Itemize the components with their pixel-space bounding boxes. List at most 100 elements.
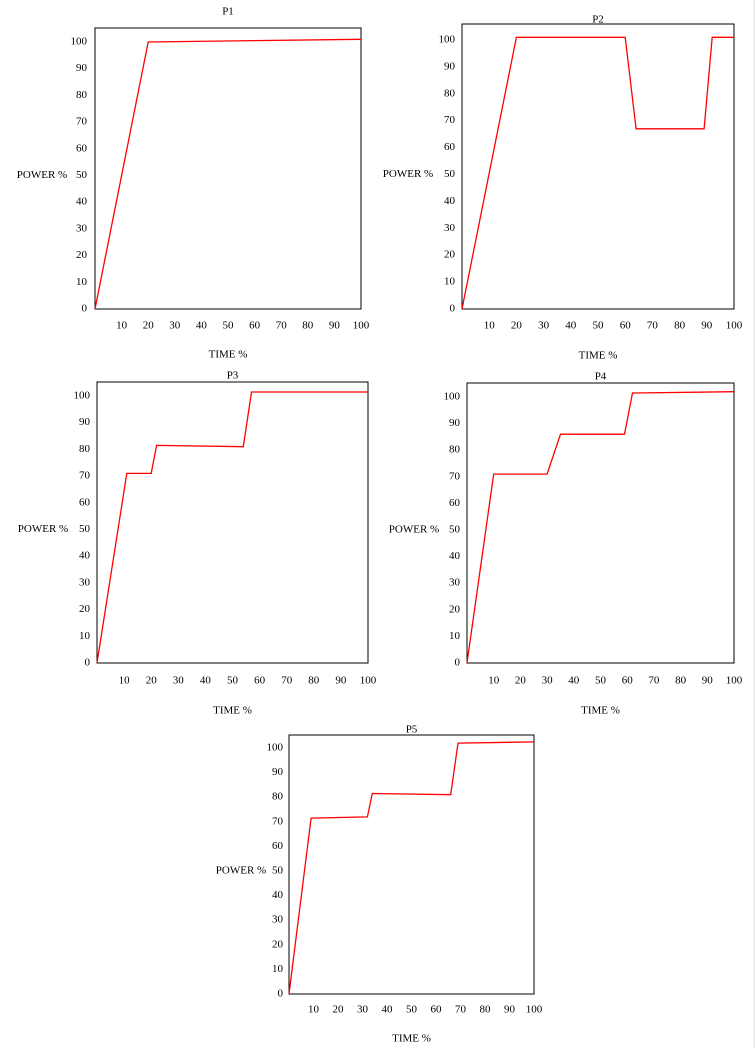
chart-5-ytick-30: 30 xyxy=(272,914,284,926)
chart-3-ytick-70: 70 xyxy=(79,470,91,482)
chart-4-ytick-90: 90 xyxy=(449,417,461,429)
chart-3-ytick-20: 20 xyxy=(79,603,91,615)
chart-3-xtick-60: 60 xyxy=(254,675,266,687)
chart-4-ytick-60: 60 xyxy=(449,497,461,509)
chart-1-xtick-100: 100 xyxy=(353,320,370,332)
chart-4-ytick-20: 20 xyxy=(449,603,461,615)
chart-5-ylabel: POWER % xyxy=(216,865,266,877)
chart-2-xtick-100: 100 xyxy=(726,320,743,332)
chart-5-ytick-100: 100 xyxy=(267,742,284,754)
chart-1-ytick-100: 100 xyxy=(71,36,88,48)
chart-4-ytick-0: 0 xyxy=(455,657,461,669)
chart-1-series-line xyxy=(94,38,362,310)
chart-4-frame xyxy=(466,382,735,664)
chart-4-xtick-20: 20 xyxy=(515,675,527,687)
chart-5-ytick-10: 10 xyxy=(272,963,284,975)
chart-2-ytick-90: 90 xyxy=(444,60,456,72)
chart-2-ytick-100: 100 xyxy=(439,34,456,46)
chart-1-ytick-70: 70 xyxy=(76,116,88,128)
chart-5-xtick-70: 70 xyxy=(455,1004,467,1016)
chart-1-ytick-0: 0 xyxy=(82,303,88,315)
chart-2-ytick-80: 80 xyxy=(444,87,456,99)
chart-2-ylabel: POWER % xyxy=(383,168,433,180)
chart-1-ytick-30: 30 xyxy=(76,222,88,234)
chart-5-xtick-90: 90 xyxy=(504,1004,516,1016)
chart-3-xtick-20: 20 xyxy=(146,675,158,687)
chart-5-xtick-100: 100 xyxy=(526,1004,543,1016)
chart-3-ytick-100: 100 xyxy=(74,390,91,402)
chart-1-xlabel: TIME % xyxy=(209,349,248,361)
chart-1-title: P1 xyxy=(222,6,234,18)
chart-1-xtick-50: 50 xyxy=(223,320,235,332)
chart-2-xtick-60: 60 xyxy=(620,320,632,332)
chart-3-ytick-80: 80 xyxy=(79,443,91,455)
chart-2-xtick-40: 40 xyxy=(565,320,577,332)
chart-5-xtick-20: 20 xyxy=(333,1004,345,1016)
chart-4-xtick-60: 60 xyxy=(622,675,634,687)
chart-5-xtick-40: 40 xyxy=(382,1004,394,1016)
chart-1-xtick-10: 10 xyxy=(116,320,128,332)
chart-3-xtick-40: 40 xyxy=(200,675,212,687)
chart-2-xlabel: TIME % xyxy=(579,350,618,362)
chart-3-xtick-70: 70 xyxy=(281,675,293,687)
chart-2-xtick-20: 20 xyxy=(511,320,523,332)
chart-3-xtick-100: 100 xyxy=(360,675,377,687)
chart-1-xtick-80: 80 xyxy=(302,320,314,332)
chart-3-ytick-90: 90 xyxy=(79,416,91,428)
chart-4-ytick-10: 10 xyxy=(449,630,461,642)
chart-3-xtick-10: 10 xyxy=(119,675,131,687)
chart-2-xtick-30: 30 xyxy=(538,320,550,332)
chart-5-ytick-40: 40 xyxy=(272,889,284,901)
chart-1-ytick-90: 90 xyxy=(76,62,88,74)
chart-2-ytick-0: 0 xyxy=(450,303,456,315)
chart-4-ytick-30: 30 xyxy=(449,577,461,589)
chart-3-ytick-50: 50 xyxy=(79,523,91,535)
chart-3-ytick-60: 60 xyxy=(79,496,91,508)
chart-2-ytick-40: 40 xyxy=(444,195,456,207)
chart-2-xtick-70: 70 xyxy=(647,320,659,332)
chart-3-frame xyxy=(96,381,369,664)
chart-5-xtick-50: 50 xyxy=(406,1004,418,1016)
chart-5-ytick-80: 80 xyxy=(272,791,284,803)
chart-4-ylabel: POWER % xyxy=(389,524,439,536)
chart-2-xtick-50: 50 xyxy=(593,320,605,332)
chart-5-series-line xyxy=(288,741,535,995)
chart-1-xtick-60: 60 xyxy=(249,320,261,332)
chart-4-ytick-50: 50 xyxy=(449,524,461,536)
chart-5-ytick-50: 50 xyxy=(272,865,284,877)
chart-5-xtick-60: 60 xyxy=(431,1004,443,1016)
chart-4-series-line xyxy=(466,391,735,664)
chart-1-xtick-20: 20 xyxy=(143,320,155,332)
chart-1-ytick-20: 20 xyxy=(76,249,88,261)
chart-2-xtick-10: 10 xyxy=(484,320,496,332)
chart-1-ytick-60: 60 xyxy=(76,142,88,154)
chart-3-title: P3 xyxy=(227,370,239,382)
chart-4-ytick-40: 40 xyxy=(449,550,461,562)
chart-3-ylabel: POWER % xyxy=(18,523,68,535)
chart-3-ytick-10: 10 xyxy=(79,630,91,642)
chart-4-xlabel: TIME % xyxy=(581,705,620,717)
chart-2-series-line xyxy=(461,36,734,310)
chart-3-xtick-50: 50 xyxy=(227,675,239,687)
chart-3-ytick-40: 40 xyxy=(79,550,91,562)
chart-2-frame xyxy=(461,23,735,310)
chart-3-xtick-30: 30 xyxy=(173,675,185,687)
chart-3-series-line xyxy=(96,391,368,664)
chart-4-xtick-70: 70 xyxy=(648,675,660,687)
chart-1-ylabel: POWER % xyxy=(17,169,67,181)
chart-1-frame xyxy=(94,27,362,310)
chart-2-xtick-90: 90 xyxy=(701,320,713,332)
chart-1-xtick-40: 40 xyxy=(196,320,208,332)
chart-4-xtick-40: 40 xyxy=(568,675,580,687)
chart-3-xtick-80: 80 xyxy=(308,675,320,687)
chart-2-title: P2 xyxy=(592,14,604,26)
chart-1-ytick-50: 50 xyxy=(76,169,88,181)
chart-2-ytick-60: 60 xyxy=(444,141,456,153)
chart-5-ytick-70: 70 xyxy=(272,815,284,827)
chart-4-title: P4 xyxy=(595,371,607,383)
chart-5-ytick-90: 90 xyxy=(272,766,284,778)
chart-1-ytick-40: 40 xyxy=(76,196,88,208)
chart-1-ytick-10: 10 xyxy=(76,276,88,288)
chart-3-ytick-30: 30 xyxy=(79,576,91,588)
